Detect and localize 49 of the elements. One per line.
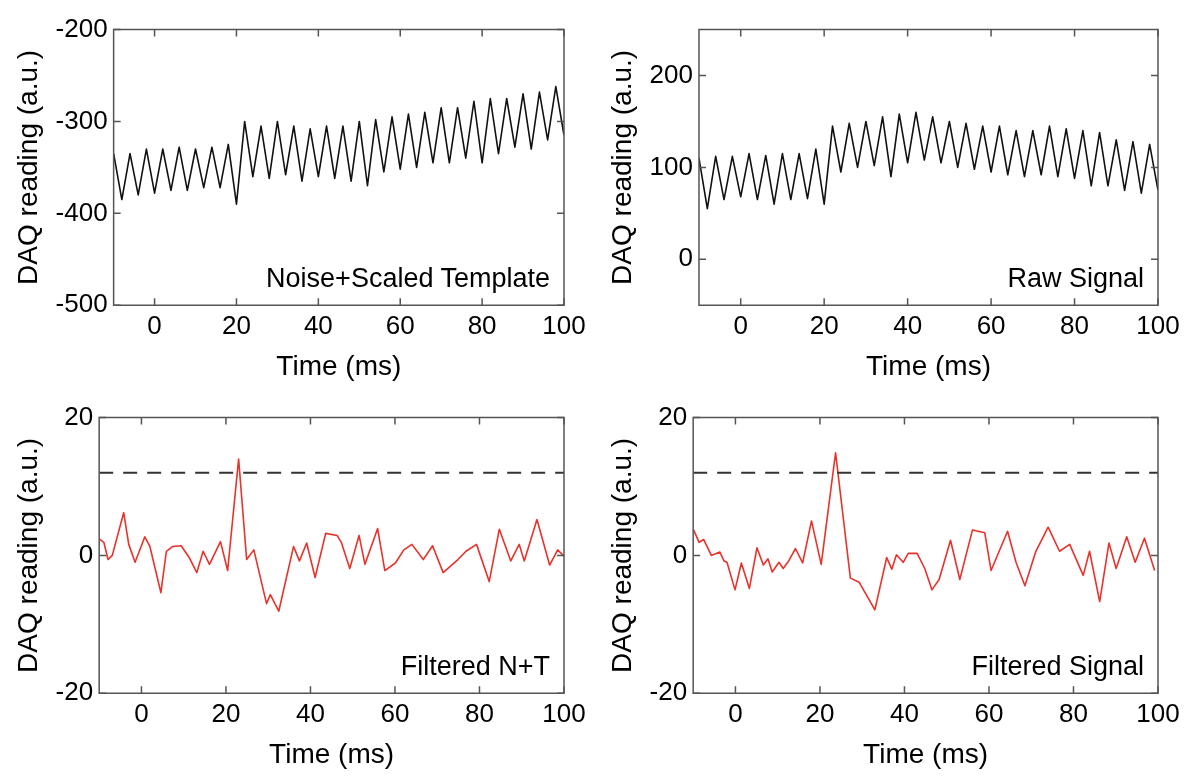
y-axis-title: DAQ reading (a.u.) [11, 437, 43, 673]
x-tick-label: 60 [385, 309, 415, 340]
y-tick-label: 100 [649, 150, 693, 181]
x-tick-label: 60 [974, 697, 1004, 728]
x-tick-label: 80 [1060, 309, 1089, 340]
y-tick-label: -20 [55, 676, 94, 707]
x-tick-label: 0 [728, 697, 743, 728]
y-tick-label: 0 [672, 538, 688, 569]
x-axis-title: Time (ms) [276, 349, 402, 381]
y-tick-label: 20 [64, 400, 94, 431]
y-tick-label: -500 [55, 288, 108, 319]
x-tick-label: 20 [211, 697, 241, 728]
annotation: Raw Signal [1007, 263, 1144, 294]
y-tick-label: 200 [649, 58, 693, 89]
x-tick-label: 100 [1136, 697, 1180, 728]
x-tick-label: 0 [147, 309, 162, 340]
y-tick-label: 0 [78, 538, 94, 569]
y-tick-label: -20 [649, 676, 688, 707]
y-axis-title: DAQ reading (a.u.) [605, 437, 637, 673]
x-axis-title: Time (ms) [866, 349, 991, 381]
x-tick-label: 100 [542, 697, 586, 728]
annotation: Noise+Scaled Template [266, 263, 550, 294]
y-tick-label: -200 [55, 12, 108, 43]
y-tick-label: 0 [678, 242, 693, 273]
x-tick-label: 60 [976, 309, 1006, 340]
x-tick-label: 40 [890, 697, 919, 728]
x-tick-label: 60 [380, 697, 410, 728]
x-tick-label: 40 [893, 309, 923, 340]
x-tick-label: 80 [1059, 697, 1088, 728]
x-tick-label: 80 [465, 697, 494, 728]
x-tick-label: 0 [134, 697, 149, 728]
y-tick-label: 20 [658, 400, 688, 431]
x-tick-label: 100 [542, 309, 586, 340]
x-tick-label: 20 [805, 697, 835, 728]
x-tick-label: 100 [1136, 309, 1180, 340]
y-tick-label: -300 [55, 104, 108, 135]
annotation: Filtered Signal [971, 651, 1144, 682]
y-axis-title: DAQ reading (a.u.) [605, 49, 637, 285]
x-tick-label: 80 [467, 309, 497, 340]
x-axis-title: Time (ms) [269, 737, 395, 769]
y-axis-title: DAQ reading (a.u.) [11, 49, 43, 285]
x-tick-label: 40 [296, 697, 325, 728]
y-tick-label: -400 [55, 196, 108, 227]
x-tick-label: 40 [303, 309, 333, 340]
x-tick-label: 20 [809, 309, 839, 340]
annotation: Filtered N+T [400, 651, 550, 682]
x-tick-label: 20 [222, 309, 251, 340]
x-tick-label: 0 [733, 309, 748, 340]
x-axis-title: Time (ms) [863, 737, 989, 769]
